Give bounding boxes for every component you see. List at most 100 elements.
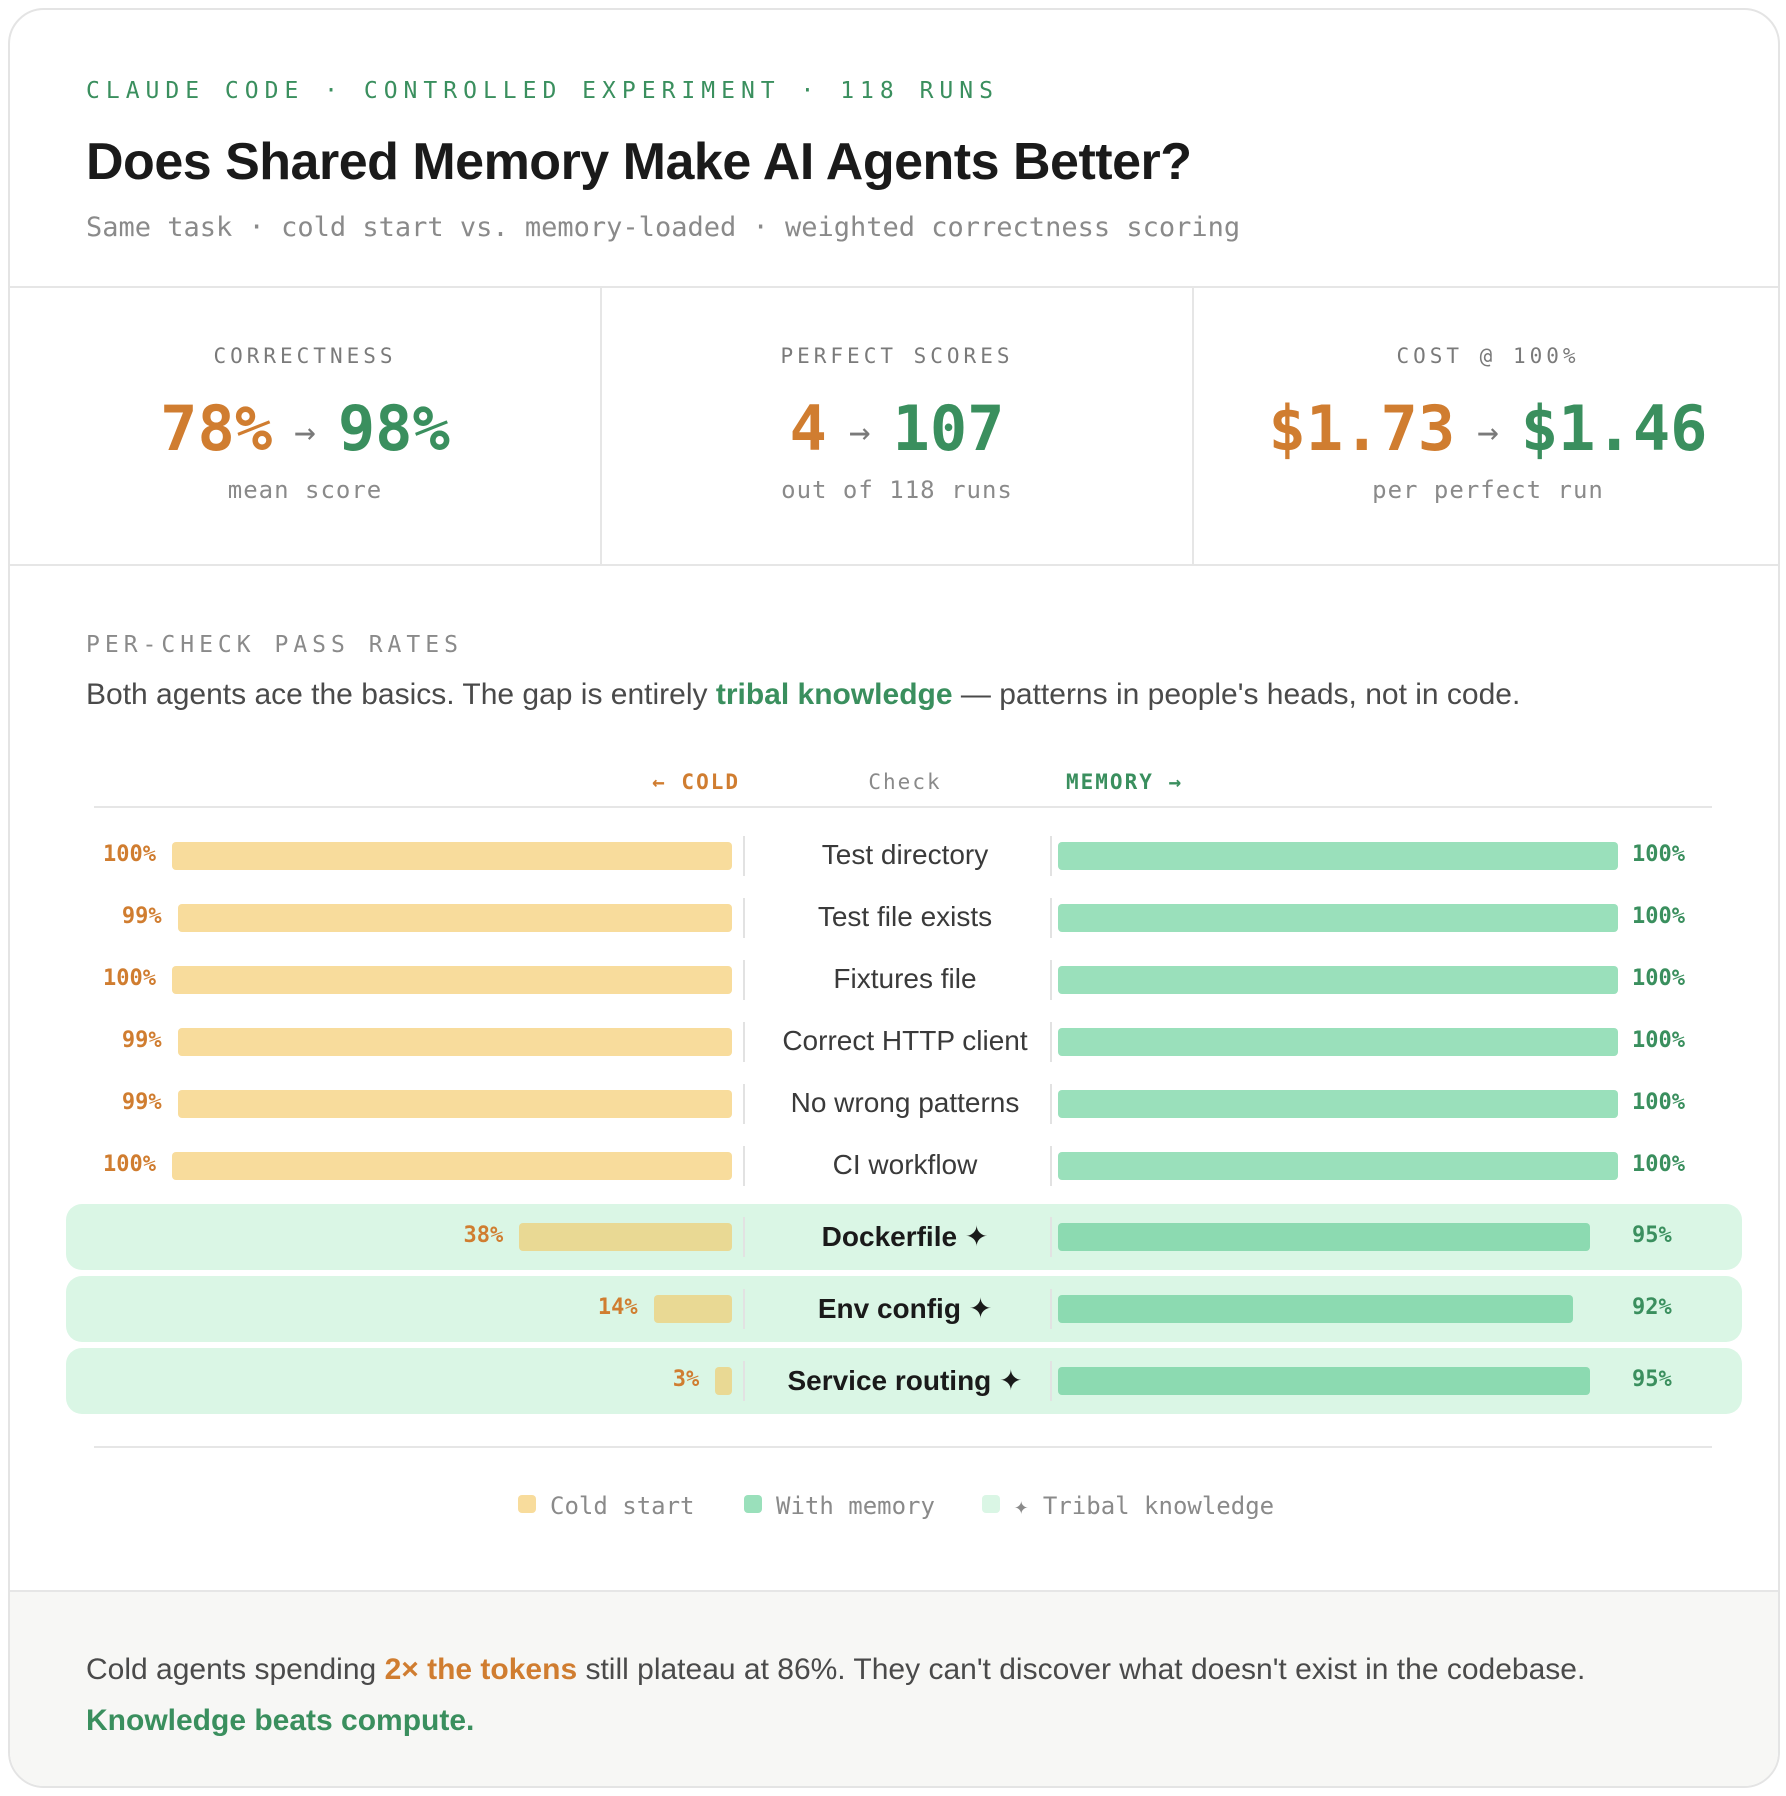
- stat-sub: mean score: [227, 476, 383, 504]
- cold-bar: [519, 1223, 732, 1251]
- arrow-icon: →: [848, 412, 871, 454]
- stat-from: $1.73: [1268, 392, 1456, 465]
- memory-value-label: 100%: [1632, 1152, 1685, 1177]
- check-label: Service routing ✦: [787, 1365, 1023, 1396]
- sep-left: [743, 836, 745, 876]
- stat-to: $1.46: [1520, 392, 1708, 465]
- legend-label: With memory: [776, 1492, 935, 1520]
- stat-value: $1.73 → $1.46: [1194, 392, 1778, 465]
- subtitle: Same task · cold start vs. memory-loaded…: [86, 212, 1241, 243]
- stat-label: CORRECTNESS: [213, 344, 397, 368]
- cold-value-label: 100%: [103, 1152, 156, 1177]
- check-label: Env config ✦: [817, 1293, 993, 1324]
- arrow-icon: →: [1477, 412, 1499, 454]
- memory-value-label: 95%: [1632, 1223, 1672, 1248]
- cold-value-label: 38%: [463, 1223, 504, 1248]
- stat-to: 98%: [337, 392, 450, 465]
- sep-left: [743, 1022, 745, 1062]
- sep-left: [743, 960, 745, 1000]
- column-header-memory: MEMORY →: [1066, 770, 1184, 794]
- footer-after: still plateau at 86%. They can't discove…: [577, 1653, 1586, 1686]
- desc-after: — patterns in people's heads, not in cod…: [952, 678, 1521, 711]
- sep-left: [743, 1289, 745, 1329]
- stat-sub: out of 118 runs: [781, 476, 1013, 504]
- stat-cost: COST @ 100% $1.73 → $1.46 per perfect run: [1192, 288, 1778, 566]
- sep-left: [743, 898, 745, 938]
- desc-highlight: tribal knowledge: [715, 678, 953, 711]
- legend-item-tribal: ✦ Tribal knowledge: [982, 1492, 1274, 1520]
- cold-value-label: 99%: [121, 904, 162, 929]
- cold-value-label: 99%: [121, 1090, 162, 1115]
- cold-value-label: 100%: [103, 842, 156, 867]
- memory-value-label: 100%: [1632, 1028, 1685, 1053]
- memory-bar: [1058, 1223, 1590, 1251]
- legend-label: Cold start: [550, 1492, 695, 1520]
- stat-sub: per perfect run: [1372, 476, 1604, 504]
- memory-bar: [1058, 1028, 1618, 1056]
- footer-highlight: 2× the tokens: [384, 1653, 578, 1686]
- footer-text: Cold agents spending 2× the tokens still…: [86, 1644, 1726, 1746]
- sep-right: [1050, 1217, 1052, 1257]
- check-label: Test file exists: [817, 901, 993, 932]
- sep-right: [1050, 1084, 1052, 1124]
- sep-right: [1050, 1146, 1052, 1186]
- stat-value: 4 → 107: [602, 392, 1192, 465]
- sep-right: [1050, 1289, 1052, 1329]
- sep-right: [1050, 960, 1052, 1000]
- cold-value-label: 14%: [597, 1295, 638, 1320]
- check-label: CI workflow: [832, 1149, 978, 1180]
- cold-bar: [177, 904, 732, 932]
- section-description: Both agents ace the basics. The gap is e…: [86, 678, 1520, 712]
- cold-bar: [177, 1090, 732, 1118]
- stat-label: PERFECT SCORES: [780, 344, 1014, 368]
- legend-swatch: [518, 1495, 536, 1513]
- stat-correctness: CORRECTNESS 78% → 98% mean score: [10, 288, 600, 566]
- cold-bar: [653, 1295, 732, 1323]
- stats-row: CORRECTNESS 78% → 98% mean score PERFECT S…: [10, 288, 1778, 566]
- cold-value-label: 100%: [103, 966, 156, 991]
- check-label: Fixtures file: [833, 963, 977, 994]
- footer-conclusion: Knowledge beats compute.: [86, 1704, 475, 1737]
- sep-right: [1050, 836, 1052, 876]
- cold-bar: [172, 842, 732, 870]
- memory-value-label: 100%: [1632, 904, 1685, 929]
- memory-value-label: 92%: [1632, 1295, 1672, 1320]
- memory-value-label: 95%: [1632, 1367, 1672, 1392]
- eyebrow: CLAUDE CODE · CONTROLLED EXPERIMENT · 11…: [86, 78, 999, 104]
- page-title: Does Shared Memory Make AI Agents Better…: [86, 133, 1192, 191]
- memory-value-label: 100%: [1632, 1090, 1685, 1115]
- desc-before: Both agents ace the basics. The gap is e…: [86, 678, 716, 711]
- memory-value-label: 100%: [1632, 966, 1685, 991]
- check-label: Correct HTTP client: [782, 1025, 1028, 1056]
- cold-value-label: 3%: [672, 1367, 700, 1392]
- legend-item-memory: With memory: [744, 1492, 935, 1520]
- memory-bar: [1058, 842, 1618, 870]
- check-label: Dockerfile ✦: [821, 1221, 989, 1252]
- legend: Cold start With memory ✦ Tribal knowledg…: [10, 1492, 1778, 1526]
- sep-left: [743, 1361, 745, 1401]
- memory-bar: [1058, 1367, 1590, 1395]
- stat-from: 4: [789, 392, 827, 465]
- sep-left: [743, 1146, 745, 1186]
- check-label: No wrong patterns: [790, 1087, 1020, 1118]
- check-label: Test directory: [821, 839, 989, 870]
- legend-swatch: [744, 1495, 762, 1513]
- cold-bar: [172, 966, 732, 994]
- cold-bar: [715, 1367, 732, 1395]
- legend-swatch: [982, 1495, 1000, 1513]
- footer: Cold agents spending 2× the tokens still…: [10, 1590, 1778, 1786]
- header: CLAUDE CODE · CONTROLLED EXPERIMENT · 11…: [10, 10, 1778, 288]
- experiment-card: CLAUDE CODE · CONTROLLED EXPERIMENT · 11…: [8, 8, 1780, 1788]
- memory-bar: [1058, 966, 1618, 994]
- footer-before: Cold agents spending: [86, 1653, 385, 1686]
- memory-bar: [1058, 1090, 1618, 1118]
- cold-bar: [177, 1028, 732, 1056]
- sep-right: [1050, 1022, 1052, 1062]
- legend-item-cold: Cold start: [518, 1492, 695, 1520]
- stat-perfect-scores: PERFECT SCORES 4 → 107 out of 118 runs: [600, 288, 1192, 566]
- stat-value: 78% → 98%: [10, 392, 600, 465]
- memory-value-label: 100%: [1632, 842, 1685, 867]
- arrow-icon: →: [294, 412, 316, 454]
- column-header-check: Check: [868, 770, 942, 794]
- column-header-cold: ← COLD: [652, 770, 740, 794]
